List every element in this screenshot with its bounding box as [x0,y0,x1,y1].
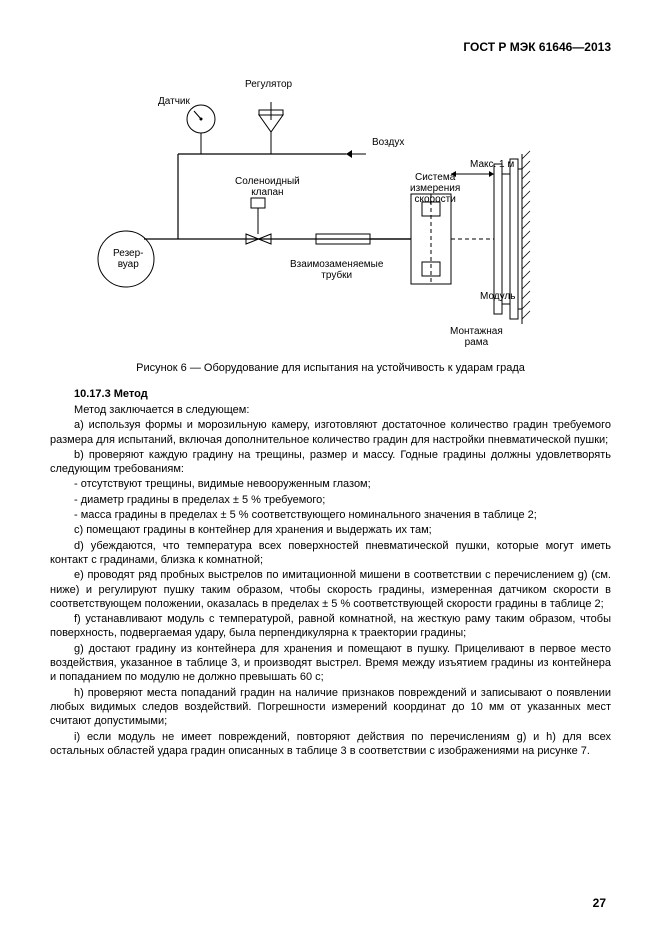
para-e: e) проводят ряд пробных выстрелов по ими… [50,568,611,611]
para-a: a) используя формы и морозильную камеру,… [50,418,611,447]
para-h: h) проверяют места попаданий градин на н… [50,686,611,729]
label-speed-system: Система измерения скорости [410,172,460,205]
page-container: ГОСТ Р МЭК 61646—2013 [0,0,661,935]
para-f: f) устанавливают модуль с температурой, … [50,612,611,641]
para-b: b) проверяют каждую градину на трещины, … [50,448,611,477]
label-air: Воздух [372,137,404,148]
document-header: ГОСТ Р МЭК 61646—2013 [50,40,611,54]
label-regulator: Регулятор [245,79,292,90]
para-d: d) убеждаются, что температура всех пове… [50,539,611,568]
section-title: 10.17.3 Метод [74,388,611,400]
figure-6-diagram: Датчик Регулятор Воздух Соленоидный клап… [50,64,611,354]
para-b2: - диаметр градины в пределах ± 5 % требу… [50,493,611,507]
para-g: g) достают градину из контейнера для хра… [50,642,611,685]
figure-caption: Рисунок 6 — Оборудование для испытания н… [50,362,611,374]
para-b1: - отсутствуют трещины, видимые невооруже… [50,477,611,491]
para-b3: - масса градины в пределах ± 5 % соответ… [50,508,611,522]
method-body: Метод заключается в следующем: a) исполь… [50,403,611,758]
label-max: Макс. 1 м [470,159,514,170]
label-frame: Монтажная рама [450,326,503,348]
label-solenoid: Соленоидный клапан [235,176,300,198]
label-sensor: Датчик [158,96,190,107]
para-c: c) помещают градины в контейнер для хран… [50,523,611,537]
label-module: Модуль [480,291,515,302]
para-i: i) если модуль не имеет повреждений, пов… [50,730,611,759]
para-intro: Метод заключается в следующем: [50,403,611,417]
label-reservoir: Резер- вуар [113,248,144,270]
label-tubes: Взаимозаменяемые трубки [290,259,383,281]
page-number: 27 [593,896,606,910]
